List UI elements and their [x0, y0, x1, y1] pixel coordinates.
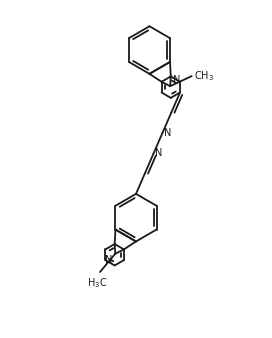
Text: H$_3$C: H$_3$C	[87, 276, 107, 290]
Text: CH$_3$: CH$_3$	[194, 69, 214, 83]
Text: N: N	[105, 255, 112, 265]
Text: N: N	[173, 75, 180, 85]
Text: N: N	[155, 148, 162, 158]
Text: N: N	[164, 128, 171, 138]
